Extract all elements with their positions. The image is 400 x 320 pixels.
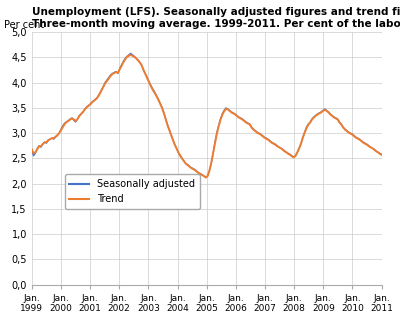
Text: Unemployment (LFS). Seasonally adjusted figures and trend figures.
Three-month m: Unemployment (LFS). Seasonally adjusted … — [32, 7, 400, 28]
Legend: Seasonally adjusted, Trend: Seasonally adjusted, Trend — [64, 174, 200, 209]
Text: Per cent: Per cent — [4, 20, 44, 29]
